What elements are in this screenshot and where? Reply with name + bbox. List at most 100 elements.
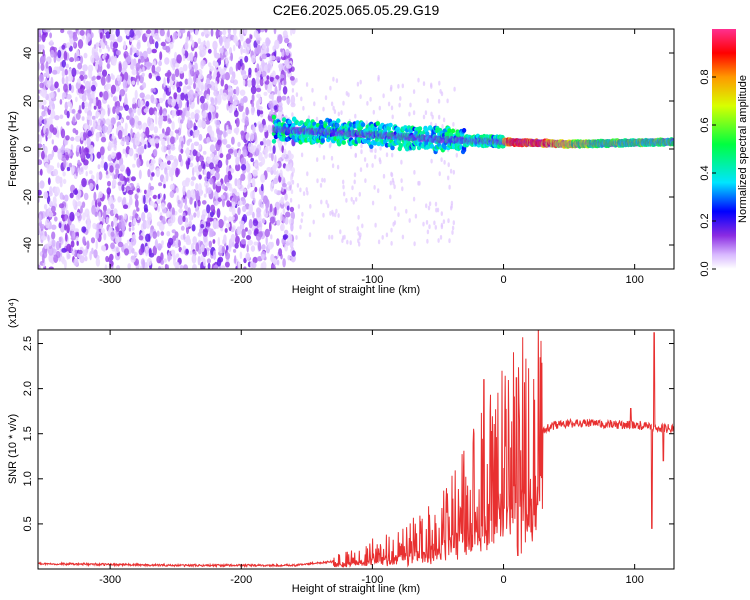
heatmap-cell xyxy=(129,47,133,56)
heatmap-cell xyxy=(38,36,42,43)
heatmap-cell xyxy=(162,115,168,122)
heatmap-cell xyxy=(307,129,312,134)
heatmap-cell xyxy=(299,120,304,125)
heatmap-cell xyxy=(332,105,335,111)
heatmap-cell xyxy=(128,147,134,157)
heatmap-cell xyxy=(155,167,160,178)
heatmap-cell xyxy=(369,144,374,150)
heatmap-cell xyxy=(136,207,140,212)
heatmap-cell xyxy=(331,209,334,215)
heatmap-cell xyxy=(75,81,82,90)
heatmap-cell xyxy=(192,263,197,269)
heatmap-cell xyxy=(278,63,284,70)
heatmap-cell xyxy=(171,121,175,131)
heatmap-cell xyxy=(197,199,201,207)
y-tick-label: 2.5 xyxy=(22,336,34,351)
heatmap-cell xyxy=(390,227,393,233)
heatmap-cell xyxy=(146,258,152,266)
heatmap-cell xyxy=(374,148,377,154)
heatmap-cell xyxy=(385,232,389,238)
heatmap-cell xyxy=(233,110,239,118)
heatmap-cell xyxy=(149,35,154,45)
heatmap-cell xyxy=(326,203,330,209)
heatmap-cell xyxy=(110,231,115,237)
heatmap-cell xyxy=(145,250,148,257)
heatmap-cell xyxy=(73,258,79,266)
heatmap-cell xyxy=(289,206,295,212)
heatmap-cell xyxy=(147,116,152,127)
heatmap-cell xyxy=(240,164,247,171)
heatmap-cell xyxy=(79,255,85,264)
heatmap-cell xyxy=(313,101,316,107)
heatmap-cell xyxy=(203,193,207,198)
heatmap-cell xyxy=(206,93,210,101)
heatmap-cell xyxy=(256,33,260,39)
heatmap-cell xyxy=(343,191,346,197)
heatmap-cell xyxy=(168,154,174,161)
heatmap-cell xyxy=(308,232,312,238)
heatmap-cell xyxy=(155,115,158,125)
heatmap-cell xyxy=(154,32,160,40)
heatmap-cell xyxy=(68,162,72,168)
heatmap-cell xyxy=(240,130,245,136)
heatmap-cell xyxy=(268,93,274,100)
heatmap-cell xyxy=(450,205,453,211)
heatmap-cell xyxy=(112,41,119,49)
heatmap-cell xyxy=(109,165,114,173)
heatmap-cell xyxy=(134,89,138,100)
heatmap-cell xyxy=(249,132,255,142)
heatmap-cell xyxy=(75,135,81,142)
heatmap-cell xyxy=(48,266,54,269)
heatmap-cell xyxy=(389,194,392,200)
heatmap-cell xyxy=(354,113,357,119)
heatmap-cell xyxy=(254,228,259,234)
heatmap-cell xyxy=(132,97,136,105)
heatmap-cell xyxy=(115,105,120,115)
heatmap-cell xyxy=(239,89,246,96)
heatmap-cell xyxy=(417,77,420,83)
heatmap-cell xyxy=(280,48,283,53)
heatmap-cell xyxy=(226,129,232,135)
heatmap-cell xyxy=(174,129,180,134)
heatmap-cell xyxy=(45,61,49,69)
heatmap-cell xyxy=(385,152,389,158)
heatmap-cell xyxy=(231,241,235,247)
y-tick-label: 1.5 xyxy=(22,426,34,441)
heatmap-cell xyxy=(354,152,357,158)
heatmap-cell xyxy=(70,136,75,142)
heatmap-cell xyxy=(281,95,287,101)
heatmap-cell xyxy=(176,86,182,93)
heatmap-cell xyxy=(61,76,65,85)
heatmap-cell xyxy=(39,134,42,144)
heatmap-cell xyxy=(299,187,302,193)
heatmap-cell xyxy=(250,34,253,40)
heatmap-cell xyxy=(272,100,278,106)
heatmap-cell xyxy=(136,49,139,56)
heatmap-cell xyxy=(235,163,241,172)
heatmap-cell xyxy=(197,37,202,45)
heatmap-cell xyxy=(130,64,135,70)
heatmap-cell xyxy=(275,56,281,61)
heatmap-cell xyxy=(64,194,69,202)
heatmap-cell xyxy=(244,55,249,63)
heatmap-cell xyxy=(281,154,285,160)
x-tick-label: 100 xyxy=(625,274,643,286)
heatmap-cell xyxy=(54,81,59,89)
heatmap-cell xyxy=(180,225,185,231)
heatmap-cell xyxy=(237,261,241,269)
heatmap-cell xyxy=(99,223,103,230)
heatmap-cell xyxy=(272,145,276,155)
heatmap-cell xyxy=(66,94,72,100)
spectrogram-marks xyxy=(38,29,674,269)
heatmap-cell xyxy=(434,225,437,230)
heatmap-cell xyxy=(90,84,96,92)
heatmap-cell xyxy=(120,164,126,171)
heatmap-cell xyxy=(217,256,224,263)
heatmap-cell xyxy=(436,207,440,213)
heatmap-cell xyxy=(96,111,101,117)
heatmap-cell xyxy=(279,74,285,79)
heatmap-cell xyxy=(86,115,92,120)
heatmap-cell xyxy=(90,32,94,39)
heatmap-cell xyxy=(107,180,111,187)
snr-x-label: Height of straight line (km) xyxy=(292,583,420,595)
